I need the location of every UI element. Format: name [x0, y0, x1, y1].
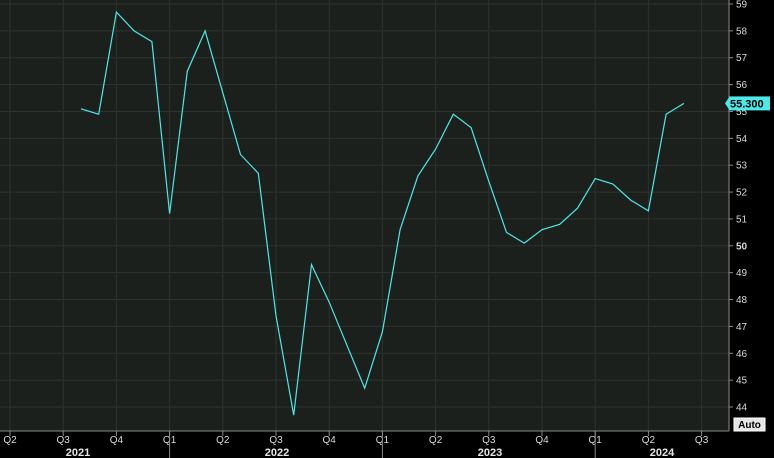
y-tick-label: 50: [736, 241, 748, 252]
y-tick-label: 57: [736, 53, 748, 64]
plot-area: [0, 0, 729, 431]
y-tick-label: 59: [736, 0, 748, 11]
last-value-marker: 55.300: [725, 96, 770, 111]
auto-button-label[interactable]: Auto: [738, 420, 761, 431]
x-year-label: 2023: [478, 447, 502, 458]
x-tick-label: Q3: [695, 435, 709, 446]
y-tick-label: 58: [736, 26, 748, 37]
y-tick-label: 52: [736, 188, 748, 199]
y-tick-label: 44: [736, 403, 748, 414]
series-line: [80, 10, 685, 416]
y-tick-label: 48: [736, 295, 748, 306]
x-tick-label: Q2: [216, 435, 230, 446]
x-tick-label: Q3: [57, 435, 71, 446]
series-layer: [80, 10, 685, 416]
x-tick-label: Q4: [110, 435, 124, 446]
y-tick-label: 46: [736, 349, 748, 360]
auto-button-bg[interactable]: [733, 417, 766, 432]
x-tick-label: Q2: [642, 435, 656, 446]
last-value-label: 55.300: [730, 98, 764, 110]
x-tick-label: Q3: [482, 435, 496, 446]
x-year-label: 2022: [265, 447, 289, 458]
y-tick-label: 56: [736, 80, 748, 91]
y-tick-label: 47: [736, 322, 748, 333]
y-tick-label: 55: [736, 107, 748, 118]
x-year-label: 2024: [650, 447, 675, 458]
y-axis: 44 45 46 47 48 49 50 51 52 53 54 55 56 57 58 59: [728, 0, 748, 431]
x-tick-label: Q3: [269, 435, 283, 446]
x-tick-label: Q2: [429, 435, 443, 446]
y-tick-label: 49: [736, 268, 748, 279]
grid-lines: [0, 0, 729, 431]
y-tick-label: 45: [736, 376, 748, 387]
auto-scale-button[interactable]: Auto: [733, 417, 766, 432]
x-tick-label: Q2: [3, 435, 17, 446]
y-tick-label: 51: [736, 214, 748, 225]
x-tick-label: Q4: [535, 435, 549, 446]
y-tick-label: 53: [736, 161, 748, 172]
y-tick-label: 54: [736, 134, 748, 145]
last-value-box: [729, 96, 770, 111]
x-tick-label: Q4: [323, 435, 337, 446]
last-value-pointer: [725, 97, 729, 110]
x-year-label: 2021: [66, 447, 90, 458]
